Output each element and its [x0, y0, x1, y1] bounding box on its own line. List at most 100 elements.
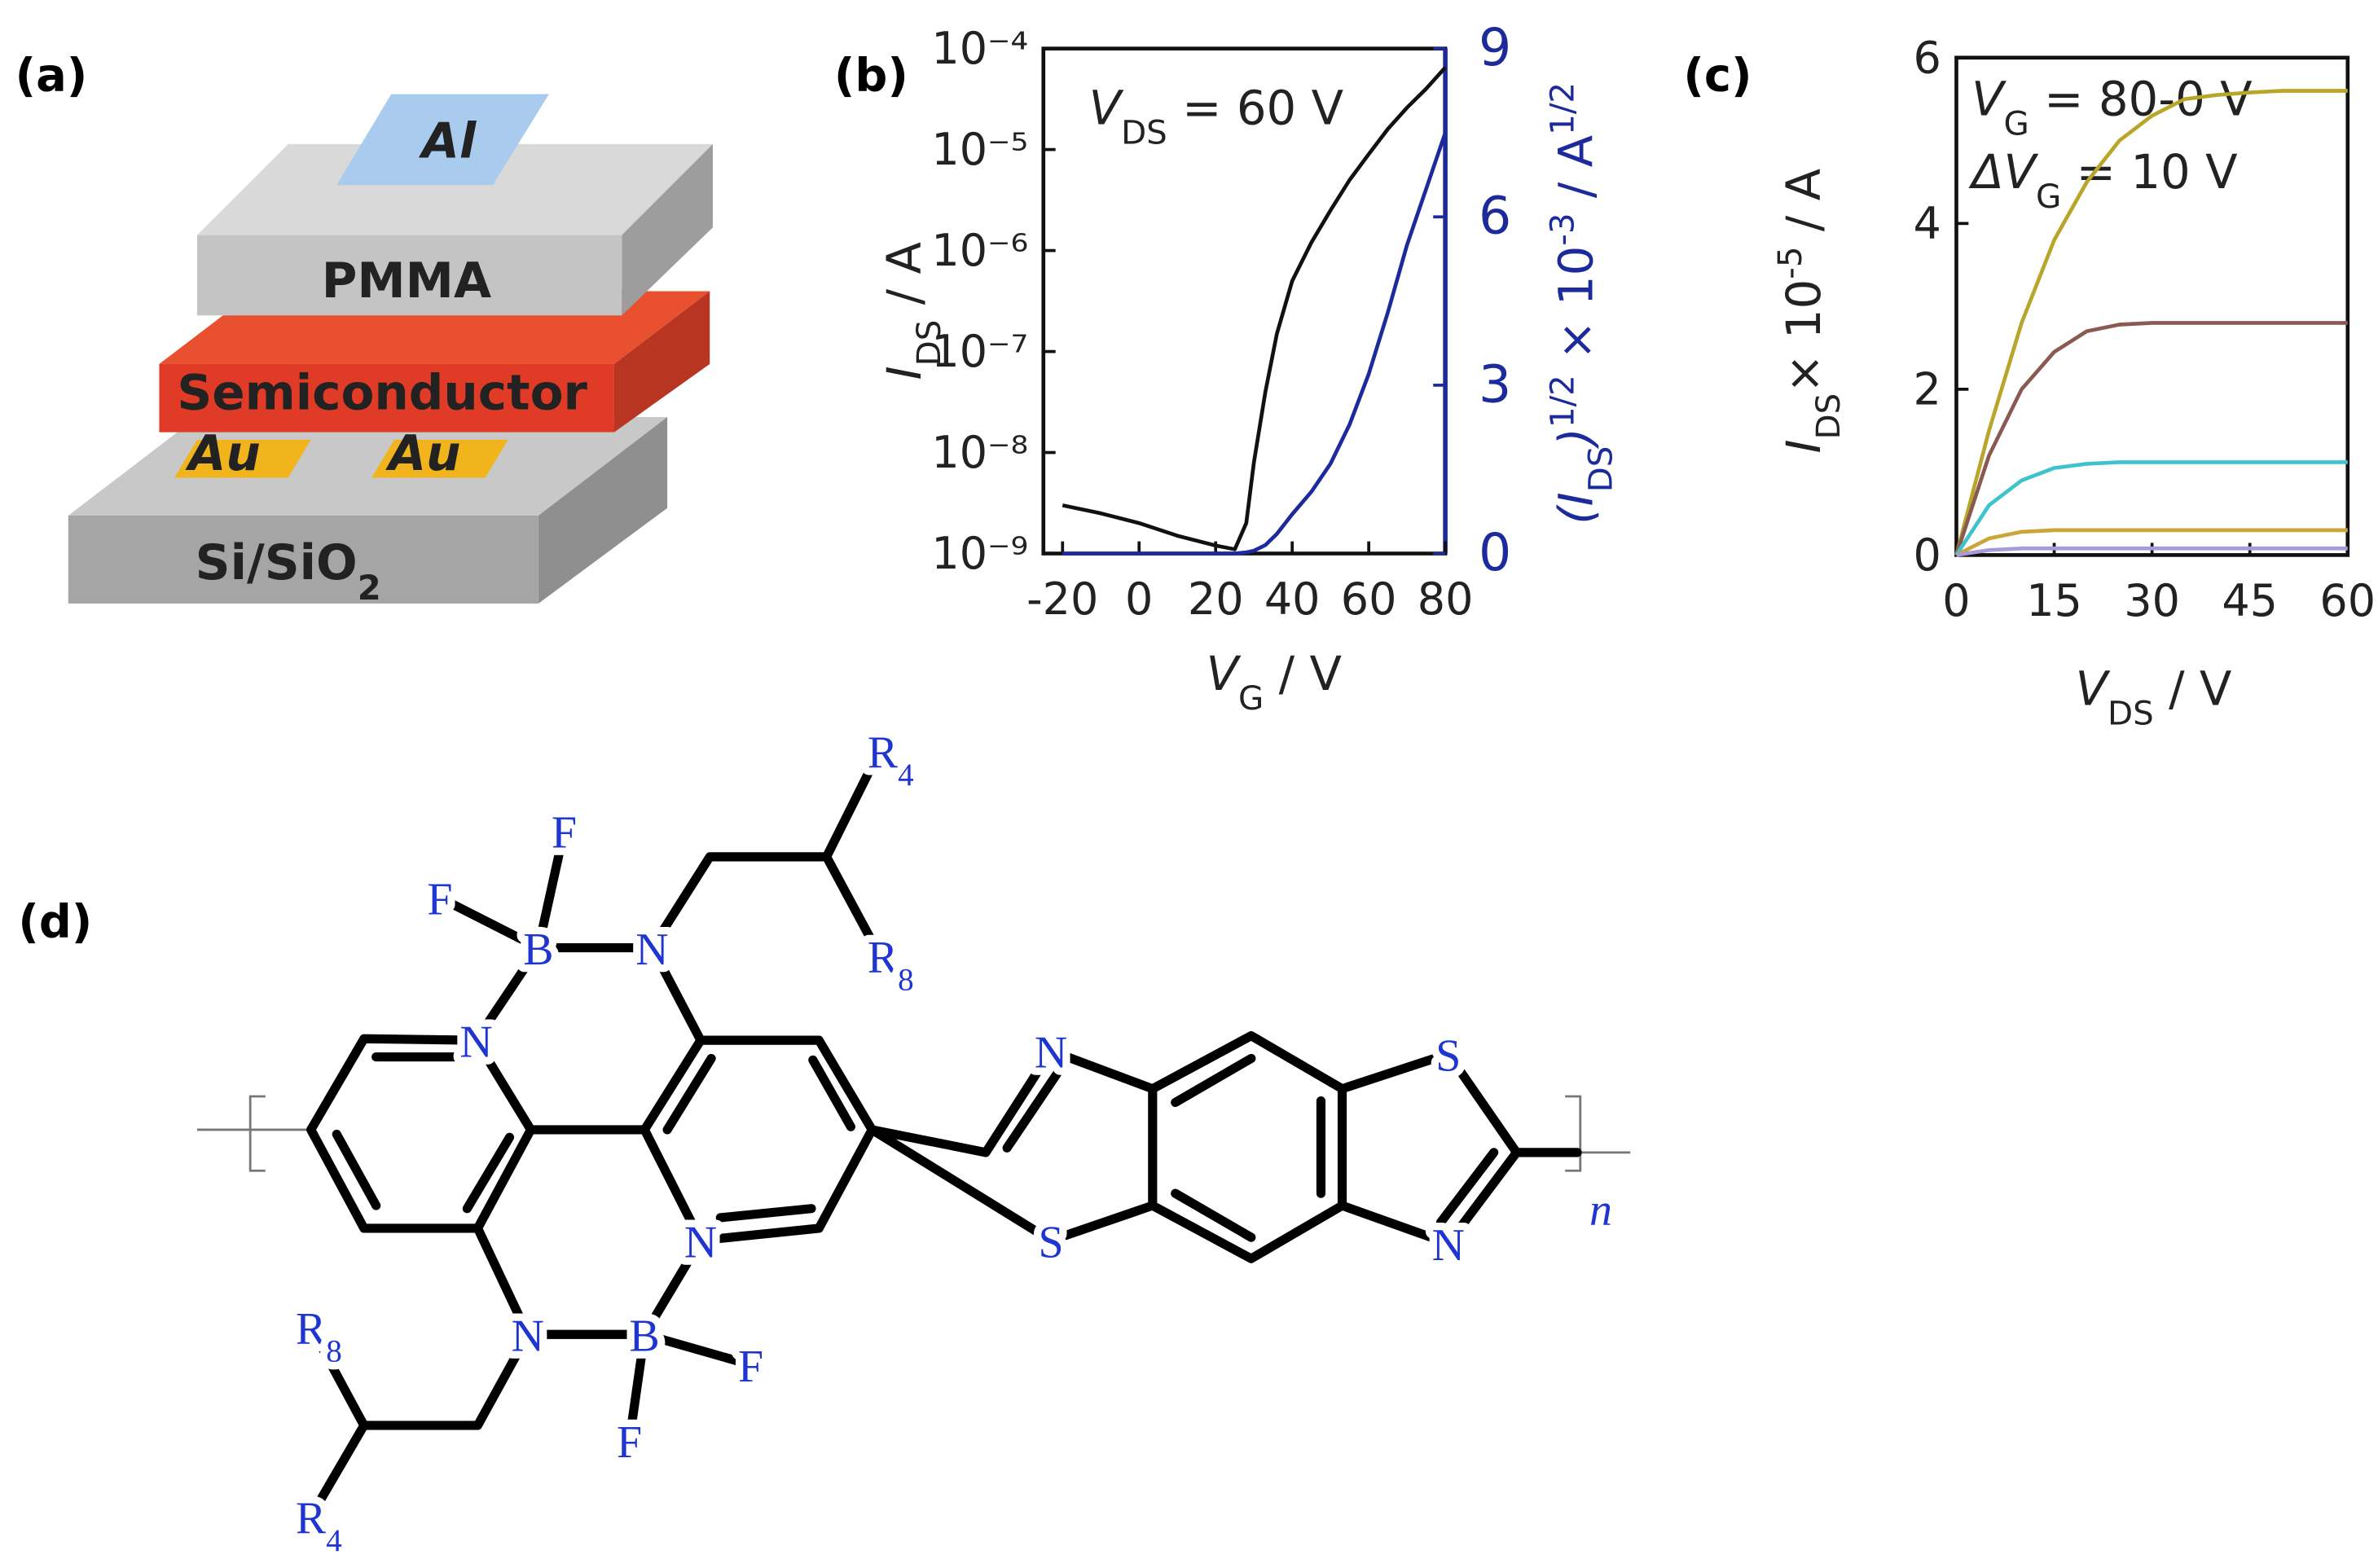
y2-tick-label: 3	[1479, 354, 1511, 414]
y-axis-label: IDS / A	[877, 242, 948, 380]
data-line	[1062, 66, 1447, 551]
text-part: 8	[898, 962, 914, 997]
text-part: -5	[1770, 246, 1809, 279]
text-part: 8	[326, 1333, 342, 1368]
text-part: R	[868, 932, 899, 982]
text-part: DS	[1121, 113, 1167, 152]
repeat-index: n	[1589, 1185, 1612, 1236]
x-tick-label: 40	[1264, 573, 1321, 625]
text-part: G	[2004, 104, 2029, 143]
atom: N	[1035, 1028, 1067, 1078]
data-line	[1954, 89, 2348, 556]
text-part: DS	[1809, 393, 1847, 440]
text-part: V	[2076, 661, 2111, 717]
text-part: = 10 V	[2061, 144, 2237, 200]
text-part: R	[296, 1493, 327, 1544]
text-part: / V	[2154, 661, 2232, 717]
data-line	[1955, 528, 2348, 557]
atom: S	[1039, 1217, 1064, 1267]
x-tick-label: 20	[1188, 573, 1244, 625]
substituent: R4	[296, 1493, 342, 1558]
x-tick-label: 60	[2319, 575, 2376, 626]
text-part: = 80-0 V	[2029, 72, 2253, 127]
data-line	[1956, 546, 2348, 557]
x-axis-label: VDS / V	[2076, 661, 2232, 733]
atom: F	[617, 1417, 642, 1468]
y-tick-label: 10⁻⁸	[931, 427, 1028, 478]
text-part: × 10	[1776, 279, 1831, 393]
layer-label: Semiconductor	[177, 366, 587, 422]
y2-axis-label: (IDS)1/2 × 10-3 / A1/2	[1543, 82, 1620, 525]
layer-label: PMMA	[322, 253, 491, 310]
text-part: I	[1776, 439, 1831, 453]
atom: F	[738, 1342, 763, 1392]
text-part: 2	[358, 568, 381, 608]
panel-label: (b)	[834, 50, 908, 103]
x-tick-label: -20	[1026, 573, 1098, 625]
x-tick-label: 0	[1125, 573, 1153, 625]
device-diagram: Al PMMA Semiconductor Au Au Si/SiO2	[68, 94, 713, 608]
text-part: V	[1207, 646, 1242, 701]
annotation: VDS = 60 V	[1089, 81, 1343, 152]
text-part: / A	[877, 242, 932, 320]
atom: S	[1435, 1030, 1461, 1081]
data-line	[1062, 132, 1448, 556]
panel-label: (a)	[15, 50, 88, 103]
atom: B	[523, 925, 553, 975]
atom: N	[684, 1217, 717, 1267]
substituent: R4	[868, 727, 914, 793]
data-line	[1954, 460, 2348, 556]
annotation: ΔVG = 10 V	[1968, 144, 2237, 216]
substituent: R8	[868, 932, 914, 997]
layer-label: Si/SiO2	[196, 535, 381, 608]
y2-tick-label: 6	[1479, 186, 1511, 246]
electrode-label: Au	[185, 426, 261, 482]
y2-tick-label: 0	[1479, 522, 1511, 582]
text-part: V	[1089, 81, 1124, 136]
x-tick-label: 60	[1341, 573, 1397, 625]
x-tick-label: 15	[2026, 575, 2082, 626]
y-tick-label: 10⁻⁵	[931, 124, 1028, 175]
text-part: / A	[1776, 169, 1831, 247]
text-part: / A	[1549, 135, 1604, 213]
y-tick-label: 4	[1914, 198, 1941, 249]
atom: N	[635, 925, 668, 975]
y-tick-label: 6	[1914, 32, 1941, 83]
y-tick-label: 2	[1914, 363, 1941, 415]
text-part: 1/2	[1543, 375, 1581, 428]
text-part: ΔV	[1968, 144, 2038, 200]
text-part: 4	[326, 1523, 342, 1558]
layer-label: Al	[419, 114, 477, 170]
text-part: R	[868, 727, 899, 778]
text-part: DS	[909, 320, 947, 367]
x-axis-label: VG / V	[1207, 646, 1342, 718]
atom: N	[1432, 1220, 1465, 1271]
text-part: DS	[1581, 446, 1620, 493]
text-part: G	[1238, 679, 1264, 718]
y-tick-label: 0	[1914, 529, 1941, 581]
y-tick-label: 10⁻⁶	[931, 225, 1028, 276]
atom: N	[459, 1017, 492, 1068]
electrode-label: Au	[385, 426, 461, 482]
text-part: I	[877, 366, 932, 380]
x-tick-label: 0	[1942, 575, 1970, 626]
x-tick-label: 45	[2222, 575, 2278, 626]
text-part: )	[1549, 428, 1604, 450]
text-part: -3	[1543, 213, 1581, 245]
text-part: (I	[1549, 492, 1604, 525]
text-part: Si/SiO	[196, 535, 358, 591]
text-part: R	[296, 1303, 327, 1354]
substituent: R8	[296, 1303, 342, 1368]
atom: F	[552, 808, 577, 859]
atom: B	[630, 1311, 660, 1362]
text-part: V	[1971, 72, 2007, 127]
text-part: DS	[2108, 694, 2154, 732]
y-tick-label: 10⁻⁷	[931, 326, 1028, 377]
text-part: / V	[1264, 646, 1342, 701]
text-part: G	[2036, 177, 2061, 215]
atom: F	[427, 875, 452, 925]
chemical-structure: F F B N N N N B F F N S S N R4 R8 R8 R4 …	[197, 720, 1631, 1566]
y-axis-label: IDS× 10-5 / A	[1770, 169, 1847, 454]
panel-label: (c)	[1683, 50, 1752, 103]
